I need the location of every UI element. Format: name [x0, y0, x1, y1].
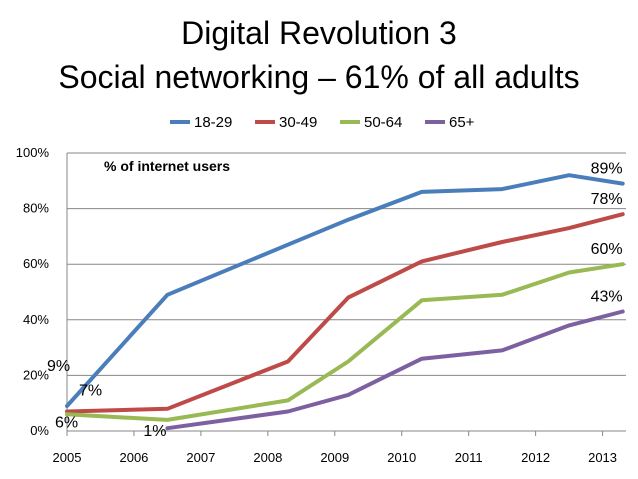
series-line-50-64: [65, 262, 625, 422]
y-tick-label: 60%: [23, 256, 49, 271]
axes: 0% 20% 40% 60% 80% 100% 2005 2006 2007 2008 2009 20…: [16, 145, 626, 465]
series-line-18-29: [65, 173, 625, 408]
x-tick-label: 2012: [521, 450, 550, 465]
y-tick-label: 40%: [23, 312, 49, 327]
legend-label-50-64: 50-64: [364, 114, 402, 131]
x-tick-label: 2010: [387, 450, 416, 465]
data-label-end-18-29: 89%: [591, 161, 623, 178]
series-line-30-49: [65, 212, 625, 414]
x-tick-label: 2005: [53, 450, 82, 465]
data-label-start-65-plus: 1%: [143, 423, 166, 440]
data-label-end-65-plus: 43%: [591, 288, 623, 305]
x-tick-label: 2008: [253, 450, 282, 465]
data-label-start-18-29: 9%: [47, 358, 70, 375]
data-label-start-50-64: 6%: [55, 414, 78, 431]
y-tick-label: 0%: [30, 423, 49, 438]
gridlines: [67, 152, 626, 376]
legend: 18-29 30-49 50-64 65+: [170, 114, 475, 131]
slide-subtitle: Social networking – 61% of all adults: [58, 59, 580, 95]
data-label-end-30-49: 78%: [591, 191, 623, 208]
slide-title: Digital Revolution 3: [181, 15, 457, 51]
x-tick-label: 2007: [186, 450, 215, 465]
legend-label-65-plus: 65+: [449, 114, 475, 131]
x-tick-label: 2009: [320, 450, 349, 465]
legend-label-30-49: 30-49: [279, 114, 317, 131]
x-tick-label: 2006: [119, 450, 148, 465]
chart-note: % of internet users: [104, 158, 230, 174]
y-tick-label: 80%: [23, 201, 49, 216]
x-tick-label: 2011: [455, 450, 483, 465]
legend-label-18-29: 18-29: [194, 114, 232, 131]
series-line-65-plus: [165, 309, 625, 431]
data-annotations: 9% 7%6% 1% 89% 78% 60% 43%: [47, 161, 623, 441]
data-label-end-50-64: 60%: [591, 241, 623, 258]
data-label-start-30-49: 7%: [79, 383, 102, 400]
x-tick-label: 2013: [588, 450, 617, 465]
y-tick-label: 20%: [23, 367, 49, 382]
y-tick-label: 100%: [16, 145, 50, 160]
series-lines: [65, 173, 625, 431]
